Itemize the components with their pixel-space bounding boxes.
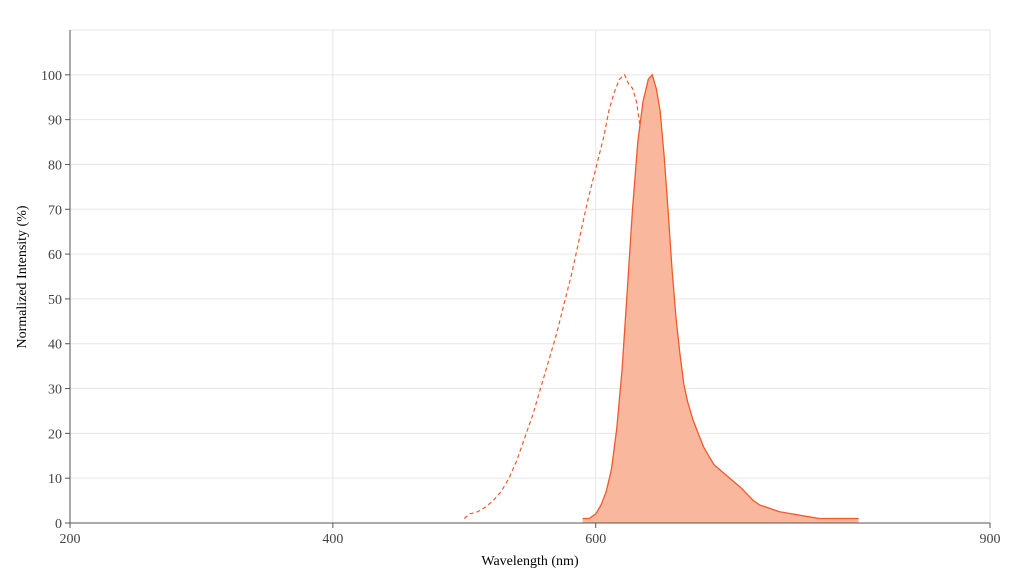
y-axis-title: Normalized Intensity (%)	[15, 205, 30, 348]
x-tick-label: 600	[585, 532, 606, 547]
x-axis-title: Wavelength (nm)	[481, 554, 579, 569]
emission-line	[582, 73, 859, 520]
y-tick-label: 20	[48, 427, 62, 442]
y-tick-label: 30	[48, 383, 62, 398]
x-tick-label: 900	[980, 532, 1001, 547]
grid-lines	[70, 29, 991, 523]
y-tick-label: 90	[48, 114, 62, 129]
y-tick-label: 10	[48, 472, 62, 487]
series-layer	[463, 73, 859, 524]
y-tick-label: 0	[55, 517, 62, 532]
axes	[65, 30, 991, 528]
y-tick-label: 60	[48, 248, 62, 263]
y-tick-label: 80	[48, 158, 62, 173]
y-tick-label: 50	[48, 293, 62, 308]
x-tick-label: 400	[322, 532, 343, 547]
y-tick-label: 40	[48, 338, 62, 353]
y-tick-label: 70	[48, 203, 62, 218]
emission-area	[582, 74, 859, 524]
x-tick-label: 200	[60, 532, 81, 547]
y-tick-label: 100	[41, 69, 62, 84]
tick-labels: 0 10 20 30 40 50 60 70 80 90 100 200 400 600 900	[41, 69, 1001, 547]
